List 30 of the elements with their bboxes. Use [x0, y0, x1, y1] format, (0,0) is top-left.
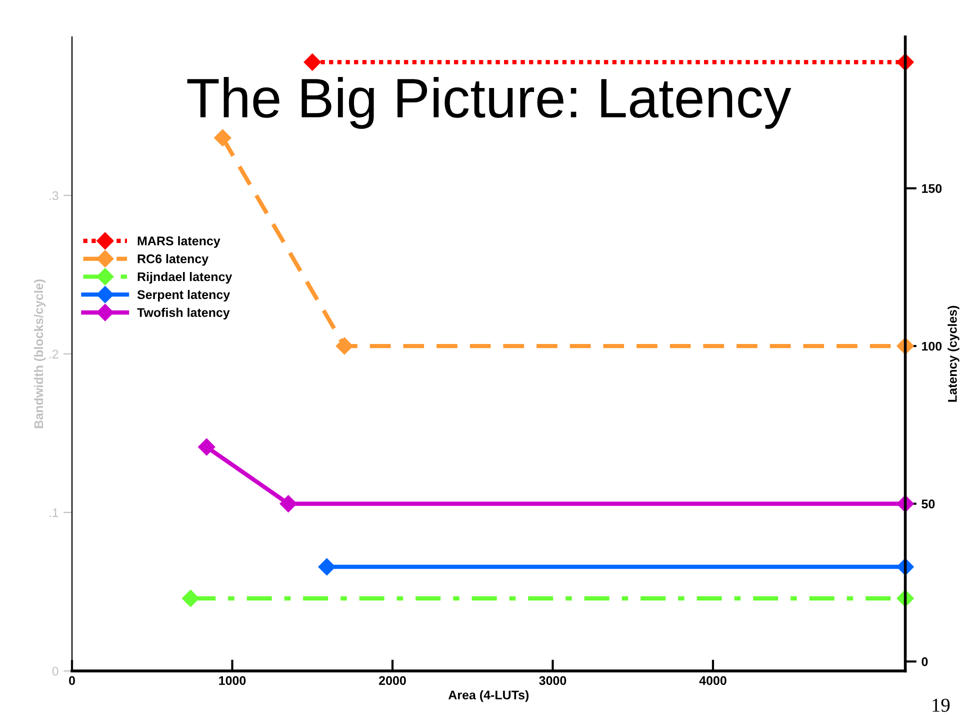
y2-tick-label: 150 — [922, 184, 942, 193]
legend-label: Twofish latency — [137, 308, 230, 320]
legend-label: MARS latency — [138, 236, 220, 248]
x-tick-label: 2000 — [379, 676, 406, 685]
point — [304, 54, 321, 71]
y-tick-label: 0 — [52, 666, 58, 676]
x-tick-label: 0 — [69, 676, 75, 685]
y2-axis-title: Latency (cycles) — [948, 306, 960, 402]
text: The Big Picture: Latency — [187, 77, 792, 129]
x-axis-title: Area (4-LUTs) — [448, 690, 529, 702]
legend-label: RC6 latency — [138, 254, 208, 266]
x-tick-label: 1000 — [219, 676, 246, 685]
y-axis-title: Bandwidth (blocks/cycle) — [34, 280, 46, 428]
y2-tick-label: 50 — [922, 500, 935, 508]
y-tick-label: .3 — [50, 191, 58, 200]
legend-label: Rijndael latency — [138, 272, 232, 284]
x-tick-label: 4000 — [699, 676, 726, 685]
point — [318, 558, 336, 576]
point — [182, 590, 200, 607]
point — [336, 337, 353, 355]
text: 19 — [932, 698, 950, 712]
y2-tick-label: 100 — [922, 342, 942, 351]
legend-label: Serpent latency — [137, 290, 230, 302]
y-tick-label: .1 — [50, 508, 58, 517]
x-tick-label: 3000 — [539, 676, 566, 686]
y2-tick-label: 0 — [922, 657, 928, 666]
point — [214, 129, 232, 146]
point — [280, 495, 297, 512]
y-tick-label: .2 — [50, 350, 58, 358]
point — [198, 438, 216, 456]
